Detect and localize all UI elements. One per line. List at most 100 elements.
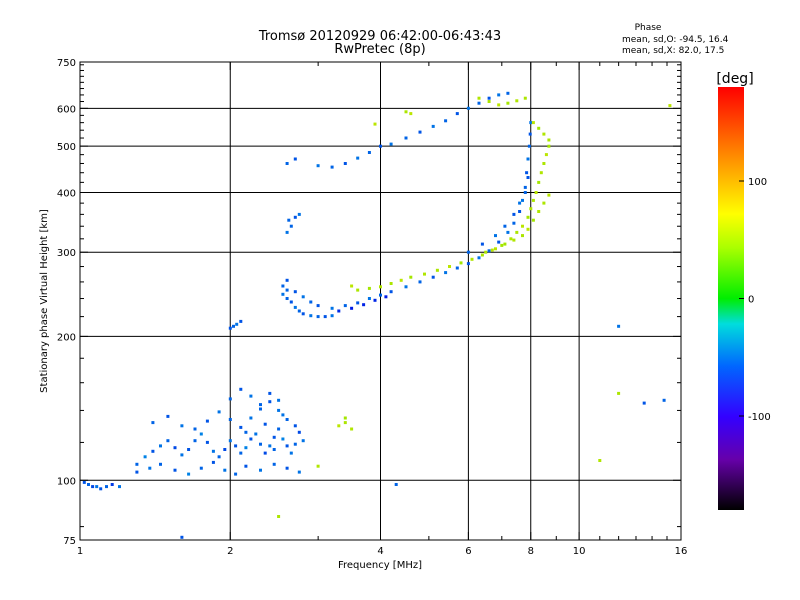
x-mode-point [542,201,546,205]
x-mode-point [448,265,451,268]
o-mode-point [518,201,522,205]
x-tick-label: 10 [573,546,586,557]
y-axis-label: Stationary phase Virtual Height [km] [39,209,50,393]
o-mode-point [249,437,253,441]
o-mode-point [297,470,301,474]
o-mode-point [518,210,522,213]
o-mode-point [285,297,289,300]
o-mode-point [151,449,155,453]
y-tick-label: 300 [57,248,76,259]
o-mode-point [268,391,272,395]
o-mode-point [330,306,334,310]
x-mode-point [547,193,551,197]
x-mode-point [531,218,535,222]
o-mode-point [263,422,267,426]
x-axis-label: Frequency [MHz] [338,560,422,571]
x-mode-point [423,272,426,276]
o-mode-point [316,164,320,168]
x-mode-point [409,275,413,279]
o-mode-point [223,468,227,472]
o-mode-point [249,416,253,420]
o-mode-point [404,136,408,140]
o-mode-point [316,304,320,308]
o-mode-point [281,292,285,296]
o-mode-point [173,468,177,472]
o-mode-point [309,314,313,318]
o-mode-point [151,421,155,425]
o-mode-point [281,413,285,417]
stats-o-mode: mean, sd,O: -94.5, 16.4 [622,35,729,45]
x-mode-point [503,242,507,246]
o-mode-point [259,442,262,446]
o-mode-point [379,144,382,148]
o-mode-point [350,306,354,310]
x-mode-point [617,391,621,395]
o-mode-point [525,171,529,175]
o-mode-point [180,453,184,457]
x-mode-point [316,464,320,468]
o-mode-point [277,408,281,412]
o-mode-point [297,309,301,313]
o-mode-point [466,250,470,254]
x-tick-label: 1 [77,546,83,557]
x-mode-point [509,237,513,241]
o-mode-point [91,485,95,489]
o-mode-point [285,418,289,421]
x-mode-point [367,286,371,290]
x-tick-label: 6 [465,546,471,557]
x-mode-point [277,515,281,518]
o-mode-point [239,319,243,323]
colorbar-ticks: 100 0 -100 [739,177,771,423]
x-mode-point [373,122,377,126]
o-mode-point [235,322,239,326]
x-mode-point [544,153,548,157]
colorbar-tick-label: 100 [748,177,767,188]
o-mode-point [293,290,297,294]
o-mode-point [293,215,297,219]
o-mode-point [617,324,621,328]
o-mode-point [527,144,531,148]
o-mode-point [166,414,170,418]
o-mode-point [99,487,103,491]
x-mode-point [484,250,488,254]
o-mode-point [367,297,371,300]
o-mode-point [330,165,334,169]
x-mode-point [539,171,543,175]
o-mode-point [356,156,360,160]
o-mode-point [431,124,435,128]
x-mode-point [521,234,524,238]
x-mode-point [506,101,510,105]
x-mode-point [668,104,672,108]
x-mode-point [529,207,533,211]
x-mode-point [350,427,354,431]
o-mode-point [285,278,289,282]
o-mode-point [239,425,243,429]
o-mode-point [228,397,232,401]
x-mode-point [435,268,439,272]
x-mode-point [494,247,497,251]
o-mode-point [379,293,382,297]
o-mode-point [228,418,232,421]
o-mode-point [293,424,297,428]
o-mode-point [506,230,510,234]
o-mode-point [228,439,232,443]
o-mode-point [272,435,276,439]
x-mode-point [470,257,474,261]
x-mode-point [542,132,546,136]
o-mode-point [277,427,281,431]
chart-subtitle: RwPretec (8p) [334,42,425,57]
x-mode-point [523,96,527,100]
x-mode-point [515,230,519,234]
o-mode-point [173,446,177,450]
o-mode-point [239,387,243,391]
x-mode-point [356,288,360,292]
o-mode-point [193,427,197,431]
o-mode-point [285,444,289,448]
o-mode-point [301,295,305,299]
o-mode-point [259,403,262,407]
o-mode-point [272,448,276,451]
o-mode-point [301,312,305,316]
o-mode-point [268,400,272,404]
x-mode-point [337,424,341,428]
data-points [82,91,672,539]
